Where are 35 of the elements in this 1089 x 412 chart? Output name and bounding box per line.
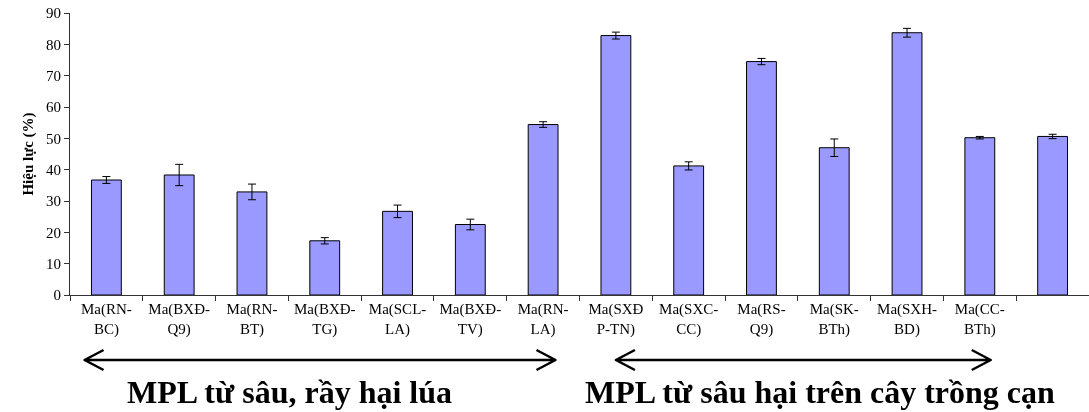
y-tick-label: 20	[46, 224, 61, 241]
x-tick-label: Ma(SK-BTh)	[809, 301, 859, 338]
x-tick-label: Ma(RS-Q9)	[737, 301, 786, 338]
bar	[90, 179, 122, 295]
bar	[891, 32, 923, 295]
y-tick-label: 50	[46, 130, 61, 147]
y-axis-title: Hiệu lực (%)	[20, 112, 38, 196]
x-tick-label: Ma(RN-BT)	[226, 301, 278, 338]
text: MPL từ sâu hại trên cây trồng cạn	[585, 374, 1056, 410]
x-tick-label: Ma(BXĐ-Q9)	[148, 301, 211, 338]
bar	[1037, 135, 1069, 295]
x-tick-label: Ma(BXĐ-TG)	[293, 301, 356, 338]
bar	[600, 35, 632, 295]
x-tick-label: Ma(CC-BTh)	[954, 301, 1005, 338]
y-tick-label: 90	[46, 5, 61, 22]
bar	[673, 165, 705, 295]
y-tick-label: 30	[46, 193, 61, 210]
y-tick-label: 40	[46, 161, 61, 178]
y-tick-label: 70	[46, 67, 61, 84]
bar	[746, 61, 777, 295]
text: MPL từ sâu, rầy hại lúa	[127, 374, 453, 410]
y-tick-label: 0	[53, 287, 61, 304]
x-tick-label: Ma(SCL-LA)	[368, 301, 427, 338]
x-tick-label: Ma(SXĐP-TN)	[588, 301, 644, 338]
bar	[527, 124, 559, 295]
x-tick-label: Ma(RN-BC)	[80, 301, 132, 338]
x-tick-label: Ma(BXĐ-TV)	[439, 301, 502, 338]
bar	[964, 137, 996, 295]
x-tick-label: Ma(SXH-BD)	[877, 301, 938, 338]
y-tick-label: 80	[46, 36, 61, 53]
bar	[309, 240, 341, 295]
x-tick-label: Ma(RN-LA)	[517, 301, 569, 338]
y-tick-label: 60	[46, 99, 61, 116]
x-tick-label: Ma(SXC-CC)	[659, 301, 719, 338]
y-tick-label: 10	[46, 255, 61, 272]
